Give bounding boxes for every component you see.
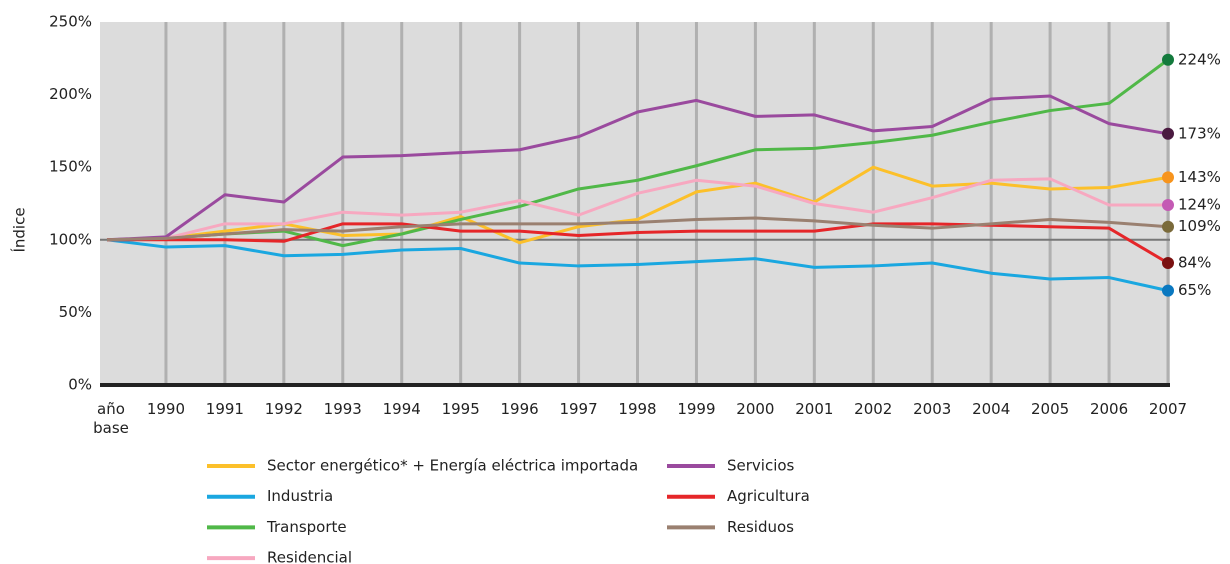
- x-tick-label: 1998: [618, 400, 657, 418]
- x-tick-label: 2002: [854, 400, 893, 418]
- y-tick-label: 50%: [59, 303, 92, 321]
- x-tick-label: 1990: [146, 400, 186, 418]
- plot-background: [100, 22, 1170, 385]
- end-marker: [1162, 127, 1174, 140]
- y-tick-label: 0%: [68, 376, 92, 394]
- data-label: 65%: [1178, 281, 1211, 299]
- x-tick-label: 2001: [795, 400, 834, 418]
- y-tick-label: 100%: [49, 230, 92, 248]
- series-line: [106, 177, 1168, 242]
- legend-label: Residuos: [727, 518, 794, 536]
- x-tick-label: 2004: [972, 400, 1011, 418]
- x-tick-label: 1995: [441, 400, 480, 418]
- x-tick-label: 1994: [382, 400, 421, 418]
- end-marker: [1162, 284, 1174, 297]
- legend-label: Transporte: [266, 518, 347, 536]
- legend-label: Residencial: [267, 549, 352, 564]
- series-line: [106, 216, 1169, 242]
- x-tick-label: año base: [93, 400, 129, 437]
- x-tick-label: 1996: [500, 400, 539, 418]
- data-label: 143%: [1178, 168, 1221, 186]
- legend-label: Servicios: [727, 457, 795, 475]
- end-marker: [1162, 257, 1174, 270]
- x-tick-label: 2006: [1089, 400, 1129, 418]
- data-label: 124%: [1178, 195, 1221, 213]
- x-tick-label: 2000: [736, 400, 775, 418]
- x-tick-label: 2005: [1031, 400, 1070, 418]
- end-marker: [1162, 220, 1174, 233]
- data-label: 109%: [1178, 217, 1221, 235]
- y-tick-label: 250%: [49, 13, 92, 31]
- x-tick-label: 1991: [205, 400, 244, 418]
- x-tick-label: 1999: [677, 400, 716, 418]
- series-line: [106, 238, 1169, 293]
- legend-label: Sector energético* + Energía eléctrica i…: [267, 457, 638, 475]
- end-marker: [1162, 198, 1174, 211]
- series-line: [106, 94, 1169, 242]
- legend-label: Industria: [267, 487, 333, 505]
- end-marker: [1162, 53, 1174, 66]
- end-marker: [1162, 171, 1174, 184]
- x-tick-label: 1992: [264, 400, 303, 418]
- data-label: 84%: [1178, 254, 1211, 272]
- x-tick-label: 2003: [913, 400, 952, 418]
- data-label: 173%: [1178, 124, 1221, 142]
- data-label: 224%: [1178, 50, 1221, 68]
- legend-label: Agricultura: [727, 487, 810, 505]
- x-tick-label: 1993: [323, 400, 362, 418]
- x-tick-label: 2007: [1148, 400, 1188, 418]
- y-tick-label: 150%: [49, 158, 92, 176]
- y-axis-label: Índice: [10, 207, 29, 252]
- x-tick-label: 1997: [559, 400, 598, 418]
- y-tick-label: 200%: [49, 85, 92, 103]
